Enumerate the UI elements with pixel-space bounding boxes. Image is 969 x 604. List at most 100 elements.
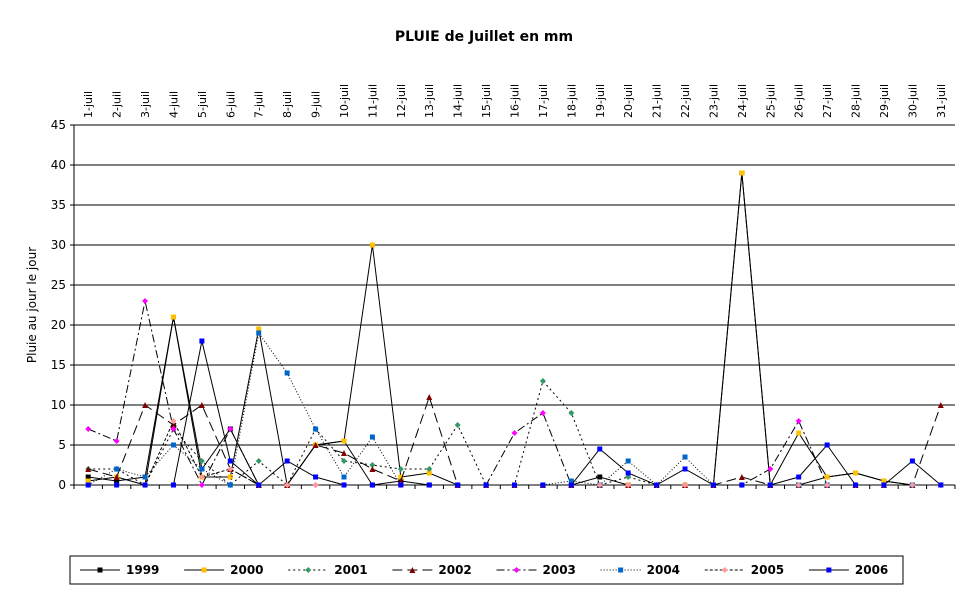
series-line-2004 [87, 331, 941, 486]
data-point-2006-20 [625, 470, 631, 476]
legend-label: 2000 [230, 563, 263, 577]
data-point-2001-12 [397, 466, 404, 472]
data-point-2001-10 [340, 458, 347, 464]
data-point-2003-26 [795, 418, 802, 424]
data-point-2002-11 [369, 466, 376, 472]
data-point-2006-14 [455, 482, 461, 488]
legend-swatch-marker [618, 567, 624, 573]
data-point-2004-3 [142, 474, 148, 480]
data-point-2005-20 [625, 482, 632, 488]
data-point-2002-2 [113, 474, 120, 480]
data-point-2002-9 [312, 442, 319, 448]
data-point-2004-6 [227, 482, 233, 488]
data-point-2006-4 [170, 482, 176, 488]
legend-label: 2002 [438, 563, 471, 577]
data-point-2001-5 [198, 458, 205, 464]
y-tick-label: 20 [51, 318, 66, 332]
y-tick-label: 40 [51, 158, 66, 172]
data-point-2005-19 [596, 482, 603, 488]
y-axis-label: Pluie au jour le jour [25, 247, 39, 363]
series-line-2002 [88, 395, 942, 486]
legend-item-2003: 2003 [496, 563, 576, 577]
x-tick-label: 19-juil [594, 84, 607, 118]
data-point-1999-2 [114, 478, 120, 484]
data-point-2006-13 [426, 482, 432, 488]
x-tick-label: 16-juil [509, 84, 522, 118]
series-2004 [85, 330, 944, 488]
y-tick-label: 30 [51, 238, 66, 252]
x-tick-label: 18-juil [565, 84, 578, 118]
data-point-2004-7 [256, 330, 262, 336]
x-tick-label: 23-juil [707, 84, 720, 118]
data-point-2006-15 [483, 482, 489, 488]
data-point-1999-1 [85, 474, 91, 480]
data-point-2004-4 [170, 442, 176, 448]
legend-item-2002: 2002 [392, 563, 472, 577]
series-line-2006 [88, 340, 942, 486]
legend-swatch-marker [305, 567, 312, 573]
data-point-2003-6 [227, 426, 234, 432]
data-point-2000-26 [796, 430, 802, 436]
data-point-2006-18 [568, 482, 574, 488]
legend-swatch-marker [201, 567, 207, 573]
y-tick-label: 35 [51, 198, 66, 212]
data-point-2002-24 [738, 474, 745, 480]
legend-swatch-marker [97, 567, 103, 573]
y-tick-label: 10 [51, 398, 66, 412]
data-point-2004-5 [199, 466, 205, 472]
data-point-2003-5 [198, 482, 205, 488]
data-point-2002-31 [937, 402, 944, 408]
x-tick-label: 30-juil [906, 84, 919, 118]
data-point-2005-22 [682, 482, 689, 488]
data-point-2000-7 [256, 326, 262, 332]
x-tick-label: 3-juil [139, 91, 152, 118]
data-point-2006-6 [227, 458, 233, 464]
series-lines [85, 170, 944, 488]
data-point-1999-19 [597, 474, 603, 480]
data-point-2002-3 [142, 402, 149, 408]
data-point-2000-28 [853, 470, 859, 476]
data-point-2000-12 [398, 474, 404, 480]
data-point-2006-26 [796, 474, 802, 480]
data-point-2000-4 [170, 314, 176, 320]
legend: 1999 2000 2001 2002 2003 2004 2005 2006 [69, 555, 904, 585]
data-point-2002-1 [85, 466, 92, 472]
x-tick-label: 10-juil [338, 84, 351, 118]
data-point-2006-2 [114, 482, 120, 488]
chart-title: PLUIE de Juillet en mm [395, 29, 573, 45]
y-tick-label: 5 [58, 438, 66, 452]
data-point-2005-6 [227, 466, 234, 472]
data-point-2006-23 [710, 482, 716, 488]
data-point-2006-19 [597, 446, 603, 452]
x-tick-label: 24-juil [736, 84, 749, 118]
y-tick-labels: 0 5 10 15 20 25 30 35 40 45 [51, 118, 66, 492]
data-point-2006-10 [341, 482, 347, 488]
legend-item-2000: 2000 [184, 563, 264, 577]
data-point-2002-4 [170, 422, 177, 428]
data-point-2000-1 [85, 478, 91, 484]
data-point-2001-17 [539, 378, 546, 384]
data-point-2004-8 [284, 370, 290, 376]
data-point-2006-8 [284, 458, 290, 464]
x-tick-label: 31-juil [935, 84, 948, 118]
x-tick-label: 1-juil [82, 91, 95, 118]
x-tick-label: 15-juil [480, 84, 493, 118]
data-point-2006-5 [199, 338, 205, 344]
series-line-2003 [88, 300, 941, 487]
data-point-2006-9 [313, 474, 319, 480]
data-point-2006-30 [909, 458, 915, 464]
data-point-2003-16 [511, 430, 518, 436]
data-point-2001-11 [369, 462, 376, 468]
data-point-2002-10 [340, 450, 347, 456]
gridlines [74, 124, 955, 446]
data-point-2004-10 [341, 474, 347, 480]
data-point-2006-25 [767, 482, 773, 488]
data-point-2006-28 [853, 482, 859, 488]
data-point-2004-20 [625, 458, 631, 464]
x-tick-label: 12-juil [395, 84, 408, 118]
data-point-2002-13 [426, 394, 433, 400]
data-point-2001-14 [454, 422, 461, 428]
x-tick-label: 28-juil [850, 84, 863, 118]
legend-label: 1999 [126, 563, 159, 577]
data-point-2006-24 [739, 482, 745, 488]
